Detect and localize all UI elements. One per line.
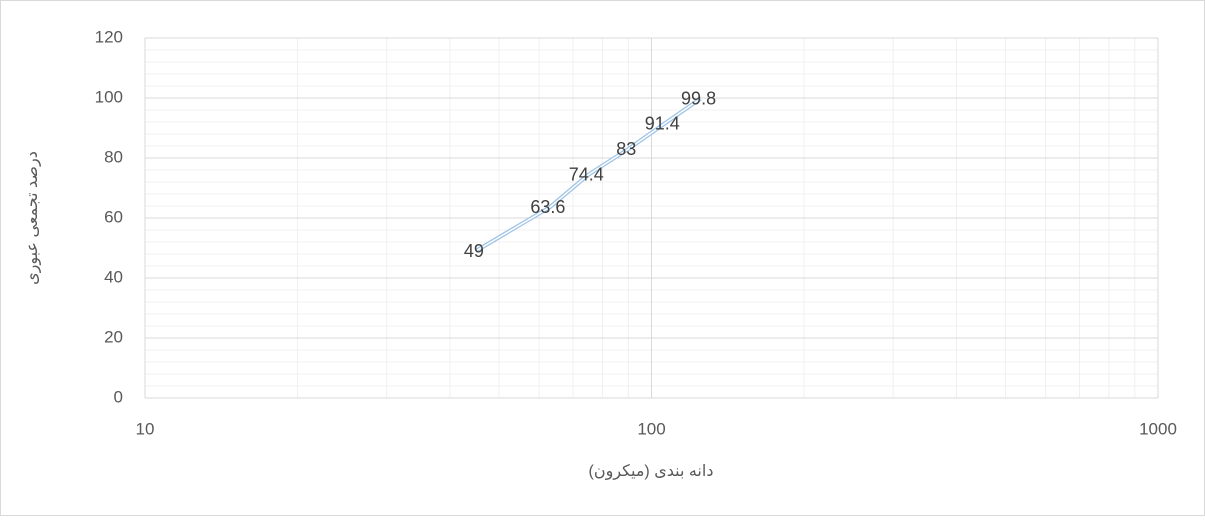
y-tick-label: 120 [95,27,123,46]
y-tick-label: 40 [104,267,123,286]
x-axis-title: دانه بندی (میکرون) [589,463,714,481]
y-tick-label: 80 [104,147,123,166]
x-tick-label: 1000 [1139,419,1177,438]
data-label: 49 [464,241,484,261]
x-tick-label: 100 [637,419,665,438]
data-label: 99.8 [681,88,716,108]
y-tick-label: 0 [114,387,123,406]
data-label: 63.6 [530,197,565,217]
y-tick-label: 20 [104,327,123,346]
y-tick-label: 60 [104,207,123,226]
data-label: 74.4 [569,165,604,185]
data-label: 91.4 [645,114,680,134]
y-tick-label: 100 [95,87,123,106]
series-line-inner [475,97,702,252]
y-axis-title: درصد تجمعی عبوری [24,151,42,285]
data-label: 83 [616,139,636,159]
x-tick-label: 10 [136,419,155,438]
